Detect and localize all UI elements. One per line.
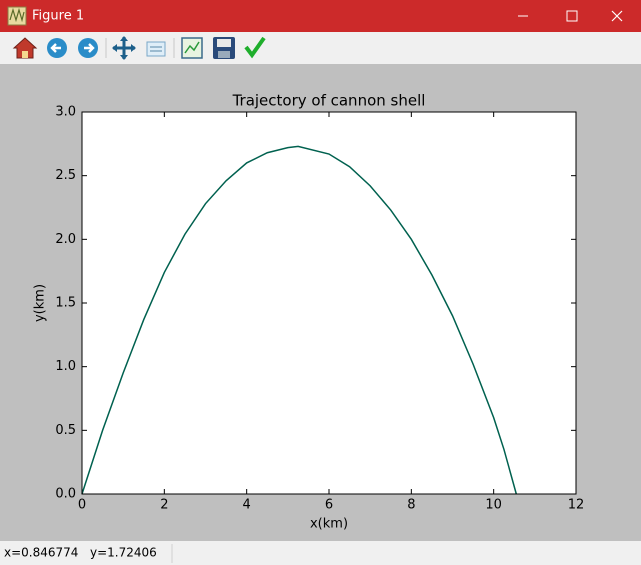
x-tick-label: 6 <box>325 498 333 513</box>
y-tick-label: 1.5 <box>55 296 76 311</box>
y-tick-label: 0.5 <box>55 423 76 438</box>
x-tick-label: 8 <box>407 498 415 513</box>
status-x: x=0.846774 <box>4 546 78 560</box>
status-y: y=1.72406 <box>90 546 157 560</box>
status-bar <box>0 541 641 565</box>
x-tick-label: 2 <box>160 498 168 513</box>
forward-button[interactable] <box>78 38 98 58</box>
x-tick-label: 4 <box>243 498 251 513</box>
y-tick-label: 2.5 <box>55 168 76 183</box>
y-tick-label: 3.0 <box>55 105 76 120</box>
app-icon-wave <box>9 7 25 23</box>
edit-button[interactable] <box>244 36 266 59</box>
window-title: Figure 1 <box>32 9 84 24</box>
x-axis-label: x(km) <box>310 517 348 532</box>
zoom-button[interactable] <box>146 41 166 57</box>
chart-title: Trajectory of cannon shell <box>232 92 426 110</box>
axes-frame <box>81 111 577 495</box>
y-tick-label: 0.0 <box>55 487 76 502</box>
x-tick-label: 0 <box>78 498 86 513</box>
x-tick-label: 12 <box>568 498 585 513</box>
back-button[interactable] <box>47 38 67 58</box>
plot-area <box>82 112 576 494</box>
close-button[interactable] <box>611 10 623 22</box>
toolbar <box>0 32 641 64</box>
title-bar <box>0 0 641 32</box>
pan-button[interactable] <box>112 36 136 60</box>
subplots-button[interactable] <box>181 37 203 59</box>
trajectory-line <box>81 145 518 495</box>
home-button[interactable] <box>12 37 38 59</box>
y-tick-label: 1.0 <box>55 359 76 374</box>
maximize-button[interactable] <box>566 10 578 22</box>
y-tick-label: 2.0 <box>55 232 76 247</box>
save-button[interactable] <box>213 37 235 59</box>
x-tick-label: 10 <box>485 498 502 513</box>
y-axis-label: y(km) <box>33 284 48 322</box>
